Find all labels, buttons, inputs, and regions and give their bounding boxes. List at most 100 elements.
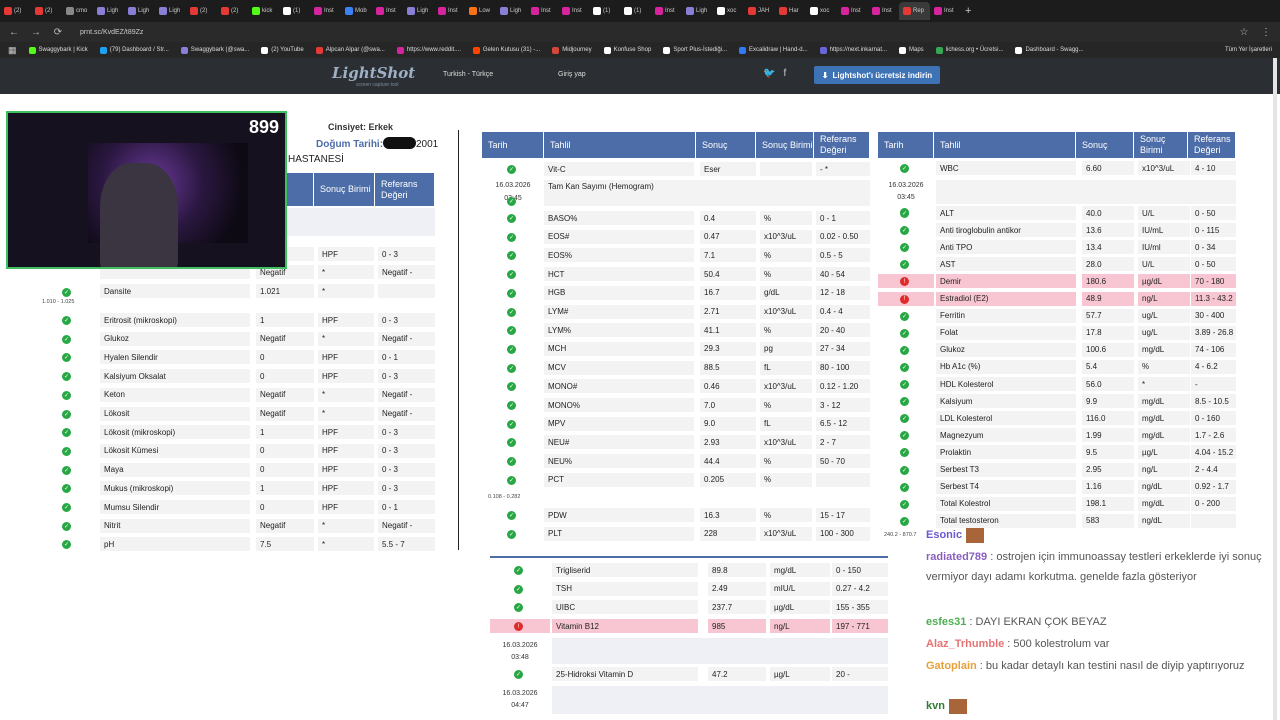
login-link[interactable]: Giriş yap [558, 71, 586, 78]
bookmark-item[interactable]: (2) YouTube [261, 46, 304, 54]
header-ref: Referans Değeri [375, 173, 435, 206]
browser-tab[interactable]: Mob [341, 2, 372, 20]
twitter-icon[interactable]: 🐦 [763, 68, 776, 79]
all-bookmarks[interactable]: Tüm Yer İşaretleri [1224, 47, 1272, 53]
browser-tab[interactable]: (1) [279, 2, 310, 20]
scrollbar[interactable] [1273, 58, 1277, 720]
browser-tab[interactable]: Ligh [155, 2, 186, 20]
apps-icon[interactable]: ▦ [8, 44, 17, 55]
test-name: Vit-C [544, 162, 694, 176]
test-unit: % [760, 211, 812, 225]
browser-tab[interactable]: Low [465, 2, 496, 20]
bookmark-label: Swaggybark | Kick [38, 47, 88, 53]
test-result: 0.4 [700, 211, 756, 225]
check-icon: ✓ [507, 344, 516, 354]
browser-tab[interactable]: Rep [899, 2, 930, 20]
browser-tab[interactable]: Ligh [682, 2, 713, 20]
bookmark-favicon-icon [819, 46, 827, 54]
test-ref: 4 - 10 [1191, 161, 1236, 175]
check-icon: ✓ [900, 465, 909, 475]
bookmark-item[interactable]: Excalidraw | Hand-d... [739, 46, 808, 54]
test-result: 0 [256, 462, 314, 477]
browser-tab[interactable]: (1) [620, 2, 651, 20]
check-icon: ✓ [507, 401, 516, 410]
browser-tab[interactable]: cmo [62, 2, 93, 20]
browser-tab[interactable]: Ligh [403, 2, 434, 20]
test-ref: 3.89 - 26.8 [1191, 325, 1236, 340]
test-ref: 12 - 18 [816, 285, 870, 300]
test-name: Glukoz [100, 331, 250, 346]
lightshot-logo[interactable]: LightShot [332, 64, 416, 82]
browser-tab[interactable]: Inst [310, 2, 341, 20]
bookmark-item[interactable]: Konfuse Shop [603, 46, 651, 54]
browser-tab[interactable]: Ligh [93, 2, 124, 20]
download-button[interactable]: ⬇ Lightshot'ı ücretsiz indirin [814, 66, 940, 84]
browser-tab[interactable]: kick [248, 2, 279, 20]
test-name: Nitrit [100, 518, 250, 533]
new-tab-icon[interactable]: + [965, 5, 972, 17]
browser-tab[interactable]: Inst [868, 2, 899, 20]
browser-tab[interactable]: Ligh [124, 2, 155, 20]
check-icon: ✓ [507, 438, 516, 448]
forward-icon[interactable]: → [31, 26, 41, 38]
bookmark-item[interactable]: Alpcan Alpar (@swa... [315, 46, 385, 54]
bookmark-item[interactable]: Sport Plus-İstediği... [663, 46, 727, 54]
bookmark-item[interactable]: Midjourney [552, 46, 592, 54]
browser-tab[interactable]: (2) [0, 2, 31, 20]
header-result: Sonuç [1076, 132, 1134, 158]
test-unit: x10^3/uL [1138, 161, 1190, 175]
language-select[interactable]: Turkish - Türkçe [443, 71, 494, 78]
browser-tab[interactable]: Inst [837, 2, 868, 20]
star-icon[interactable]: ☆ [1239, 26, 1249, 38]
browser-tab[interactable]: JAH [744, 2, 775, 20]
browser-tab[interactable]: Inst [558, 2, 589, 20]
tab-favicon-icon [779, 7, 787, 15]
bookmark-item[interactable]: https://www.reddit.... [396, 46, 461, 54]
menu-icon[interactable]: ⋮ [1261, 26, 1271, 38]
browser-tab[interactable]: Inst [434, 2, 465, 20]
browser-tab[interactable]: Har [775, 2, 806, 20]
check-icon: ✓ [62, 353, 71, 363]
bookmark-item[interactable]: Gelen Kutusu (31) -... [472, 46, 540, 54]
browser-tab[interactable]: Ligh [496, 2, 527, 20]
reload-icon[interactable]: ⟳ [53, 26, 63, 38]
bookmark-item[interactable]: (79) Dashboard / Str... [99, 46, 169, 54]
browser-tab[interactable]: (1) [589, 2, 620, 20]
bookmark-item[interactable]: Swaggybark (@swa... [180, 46, 249, 54]
tab-title: JAH [758, 8, 770, 14]
bookmark-item[interactable]: https://next.inkarnat... [819, 46, 887, 54]
back-icon[interactable]: ← [9, 26, 19, 38]
top-border [490, 556, 888, 558]
test-result: 89.8 [708, 563, 766, 577]
test-unit: HPF [318, 369, 374, 384]
test-name: Ferritin [936, 308, 1076, 323]
check-icon: ✓ [514, 603, 523, 613]
test-result: 9.9 [1082, 394, 1134, 409]
test-unit: µg/L [770, 667, 830, 681]
browser-tab[interactable]: Inst [651, 2, 682, 20]
test-ref: - * [816, 162, 870, 176]
browser-tab[interactable]: (2) [217, 2, 248, 20]
test-ref: 0 - 3 [378, 247, 435, 261]
browser-tab[interactable]: (2) [186, 2, 217, 20]
browser-tab[interactable]: Inst [372, 2, 403, 20]
bookmark-item[interactable]: lichess.org • Ücretsi... [935, 46, 1003, 54]
bookmark-item[interactable]: Swaggybark | Kick [28, 46, 88, 54]
bookmark-favicon-icon [1015, 46, 1023, 54]
bookmark-favicon-icon [28, 46, 36, 54]
check-icon: ✓ [507, 232, 516, 242]
facebook-icon[interactable]: f [783, 68, 787, 79]
bookmark-item[interactable]: Dashboard - Swagg... [1015, 46, 1084, 54]
test-name: Lökosit Kümesi [100, 443, 250, 458]
browser-tab[interactable]: Inst [930, 2, 961, 20]
browser-tab[interactable]: (2) [31, 2, 62, 20]
browser-tab[interactable]: xoc [806, 2, 837, 20]
test-ref: 197 - 771 [832, 619, 888, 634]
check-icon: ✓ [62, 288, 71, 297]
url-field[interactable]: prnt.sc/KvdEZ/t89Zz [80, 28, 144, 36]
browser-tab[interactable]: Inst [527, 2, 558, 20]
tab-title: Inst [448, 8, 458, 14]
test-unit: % [760, 248, 812, 263]
bookmark-item[interactable]: Maps [899, 46, 924, 54]
browser-tab[interactable]: xoc [713, 2, 744, 20]
